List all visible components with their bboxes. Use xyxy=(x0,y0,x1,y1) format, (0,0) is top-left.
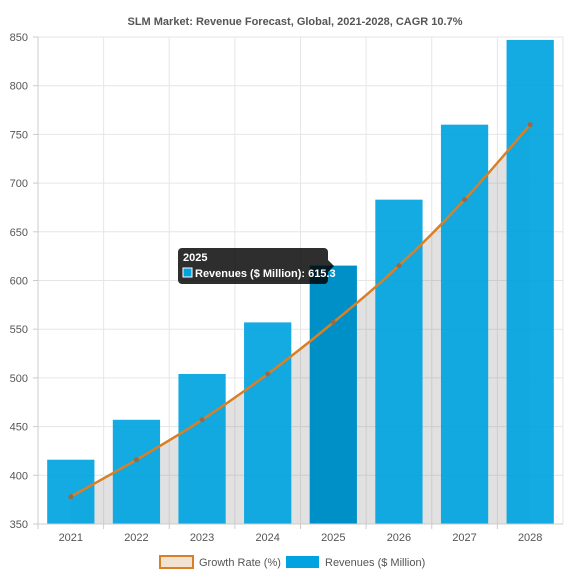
y-tick-label: 800 xyxy=(10,81,28,93)
bar xyxy=(112,419,161,524)
tooltip-caret xyxy=(328,260,334,272)
x-tick-label: 2026 xyxy=(387,532,411,544)
x-tick-label: 2025 xyxy=(321,532,345,544)
line-point xyxy=(68,494,74,500)
line-point xyxy=(396,263,402,269)
chart-title: SLM Market: Revenue Forecast, Global, 20… xyxy=(127,16,462,28)
y-tick-label: 400 xyxy=(10,470,28,482)
line-point xyxy=(527,122,533,128)
bar xyxy=(178,374,226,524)
y-tick-label: 450 xyxy=(10,422,28,434)
bar xyxy=(375,199,423,524)
line-point xyxy=(330,319,336,325)
y-tick-label: 550 xyxy=(10,324,28,336)
x-tick-label: 2023 xyxy=(190,532,214,544)
y-tick-label: 650 xyxy=(10,227,28,239)
tooltip-swatch xyxy=(182,267,193,278)
x-tick-label: 2022 xyxy=(124,532,148,544)
y-tick-label: 600 xyxy=(10,276,28,288)
y-tick-label: 700 xyxy=(10,178,28,190)
legend-label-revenue: Revenues ($ Million) xyxy=(325,557,425,569)
x-tick-label: 2028 xyxy=(518,532,542,544)
line-point xyxy=(462,197,468,203)
x-tick-label: 2024 xyxy=(255,532,279,544)
y-tick-label: 750 xyxy=(10,129,28,141)
growth-rate-line xyxy=(70,123,532,498)
line-point xyxy=(199,417,205,423)
bar xyxy=(47,459,95,524)
line-point xyxy=(133,457,139,463)
legend-swatch-growth xyxy=(159,555,194,569)
legend-swatch-revenue xyxy=(286,556,319,568)
y-tick-label: 500 xyxy=(10,373,28,385)
tooltip-title: 2025 xyxy=(183,252,207,264)
tooltip-box xyxy=(178,248,328,284)
bar xyxy=(244,322,292,524)
x-tick-label: 2021 xyxy=(59,532,83,544)
y-tick-label: 850 xyxy=(10,32,28,44)
legend-label-growth: Growth Rate (%) xyxy=(199,557,281,569)
bar xyxy=(506,39,554,525)
y-tick-label: 350 xyxy=(10,519,28,531)
line-point xyxy=(265,371,271,377)
bar xyxy=(309,265,357,524)
bar xyxy=(440,124,489,524)
tooltip-label: Revenues ($ Million): 615.3 xyxy=(195,268,336,280)
x-tick-label: 2027 xyxy=(452,532,476,544)
